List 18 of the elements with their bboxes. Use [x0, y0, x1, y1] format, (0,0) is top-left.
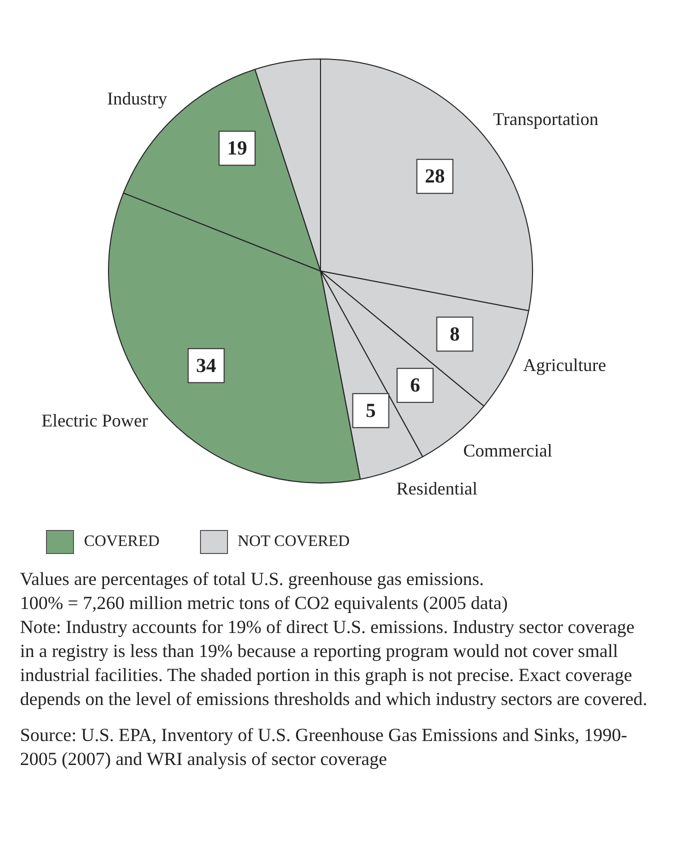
slice-label: Residential [396, 478, 478, 498]
data-label: 6 [410, 374, 420, 397]
text: NOT COVERED [238, 533, 350, 550]
data-label: 5 [366, 400, 376, 422]
text: Note: Industry accounts for 19% of direct U.S. emissions. Industry sector coverage in a registry is less than 19% because a reporting program would not cover small industrial facilities. The shaded portion in this graph is not precise. Exact coverage depends on the level of emissions thresholds and which industry sectors are covered. [20, 617, 648, 712]
text: COVERED [84, 533, 160, 550]
text: 100% = 7,260 million metric tons of CO2 equivalents (2005 data) [20, 593, 509, 616]
data-label: 8 [450, 323, 460, 346]
slice-label: Agriculture [523, 355, 606, 376]
slice-label: Electric Power [41, 410, 148, 431]
slice-label: Commercial [463, 440, 552, 460]
data-label: 34 [196, 354, 216, 377]
text: Values are percentages of total U.S. greenhouse gas emissions. [20, 569, 485, 592]
slice-label: Transportation [493, 108, 598, 129]
slice-label: Industry [107, 88, 168, 108]
source-note: Source: U.S. EPA, Inventory of U.S. Greenhouse Gas Emissions and Sinks, 1990-2005 (2007) and WRI analysis of sector coverage [20, 725, 628, 772]
data-label: 28 [424, 166, 445, 188]
text: 19 [227, 137, 248, 160]
